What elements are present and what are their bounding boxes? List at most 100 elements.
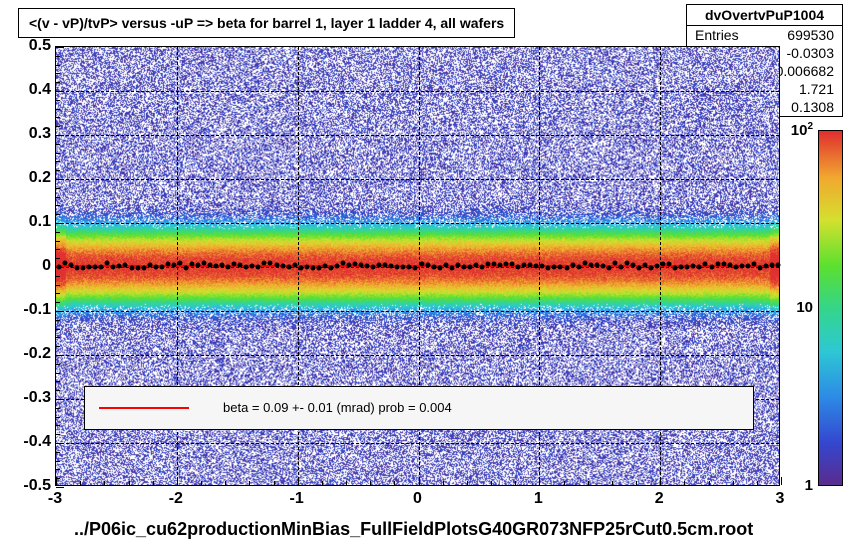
fit-legend: beta = 0.09 +- 0.01 (mrad) prob = 0.004 [84, 386, 754, 430]
y-tick-minor [56, 311, 60, 312]
plot-area: beta = 0.09 +- 0.01 (mrad) prob = 0.004 [55, 46, 780, 486]
x-tick-minor [225, 481, 226, 485]
y-tick-label: -0.5 [23, 477, 51, 495]
y-tick-minor [56, 144, 60, 145]
x-tick-minor [539, 481, 540, 485]
x-tick-minor [129, 481, 130, 485]
y-tick-minor [56, 153, 60, 154]
y-tick-minor [56, 100, 60, 101]
y-tick-minor [56, 56, 60, 57]
y-tick-label: -0.3 [23, 389, 51, 407]
x-tick-minor [636, 481, 637, 485]
y-tick-minor [56, 443, 60, 444]
y-tick-minor [56, 302, 60, 303]
gridline-h [56, 223, 779, 224]
y-tick-minor [56, 329, 60, 330]
stats-header: dvOvertvPuP1004 [687, 5, 842, 26]
y-tick-minor [56, 381, 60, 382]
source-file-path: ../P06ic_cu62productionMinBias_FullField… [74, 519, 753, 540]
y-tick-minor [56, 487, 60, 488]
stat-value: 1.721 [799, 81, 834, 97]
x-tick-minor [298, 481, 299, 485]
y-tick-minor [56, 126, 60, 127]
x-tick-minor [781, 481, 782, 485]
x-tick-minor [515, 481, 516, 485]
x-tick-label: 3 [776, 490, 785, 508]
legend-line-sample [99, 407, 189, 409]
x-tick-minor [177, 481, 178, 485]
stat-value: 0.1308 [791, 99, 834, 115]
y-tick-label: 0.3 [29, 125, 51, 143]
x-tick-minor [491, 481, 492, 485]
x-tick-minor [757, 481, 758, 485]
y-tick-minor [56, 417, 60, 418]
y-tick-label: -0.2 [23, 345, 51, 363]
fit-line [56, 265, 779, 267]
y-tick-minor [56, 249, 60, 250]
y-tick-minor [56, 232, 60, 233]
gridline-h [56, 179, 779, 180]
x-tick-minor [104, 481, 105, 485]
y-tick-minor [56, 241, 60, 242]
x-tick-label: 2 [655, 490, 664, 508]
x-tick-minor [370, 481, 371, 485]
y-tick-minor [56, 258, 60, 259]
y-tick-minor [56, 188, 60, 189]
stat-row: Entries 699530 [687, 26, 842, 44]
y-tick-minor [56, 82, 60, 83]
x-tick-label: -3 [48, 490, 62, 508]
colorbar-label: 102 [791, 121, 813, 139]
x-tick-minor [346, 481, 347, 485]
y-tick-minor [56, 434, 60, 435]
x-tick-minor [274, 481, 275, 485]
gridline-h [56, 355, 779, 356]
x-tick-minor [588, 481, 589, 485]
gridline-h [56, 135, 779, 136]
x-tick-minor [80, 481, 81, 485]
y-tick-minor [56, 390, 60, 391]
x-tick-minor [612, 481, 613, 485]
y-tick-minor [56, 346, 60, 347]
y-tick-minor [56, 179, 60, 180]
x-tick-minor [394, 481, 395, 485]
y-tick-minor [56, 425, 60, 426]
x-tick-minor [467, 481, 468, 485]
chart-title: <(v - vP)/tvP> versus -uP => beta for ba… [18, 8, 515, 38]
stat-value: -0.0303 [787, 45, 834, 61]
y-tick-minor [56, 461, 60, 462]
y-tick-minor [56, 408, 60, 409]
x-tick-minor [201, 481, 202, 485]
y-tick-minor [56, 214, 60, 215]
x-tick-label: 0 [413, 490, 422, 508]
y-tick-minor [56, 355, 60, 356]
y-tick-minor [56, 276, 60, 277]
y-tick-minor [56, 320, 60, 321]
y-tick-label: -0.1 [23, 301, 51, 319]
x-tick-minor [153, 481, 154, 485]
x-tick-minor [733, 481, 734, 485]
x-tick-minor [249, 481, 250, 485]
y-tick-minor [56, 267, 60, 268]
y-tick-minor [56, 73, 60, 74]
stat-label: Entries [695, 27, 739, 43]
y-tick-minor [56, 399, 60, 400]
gridline-h [56, 267, 779, 268]
legend-text: beta = 0.09 +- 0.01 (mrad) prob = 0.004 [223, 400, 452, 415]
x-tick-minor [419, 481, 420, 485]
y-tick-minor [56, 223, 60, 224]
x-tick-minor [564, 481, 565, 485]
y-tick-minor [56, 452, 60, 453]
x-tick-minor [56, 481, 57, 485]
y-tick-minor [56, 293, 60, 294]
y-tick-minor [56, 478, 60, 479]
stat-value: 699530 [787, 27, 834, 43]
y-tick-minor [56, 197, 60, 198]
colorbar-label: 10 [796, 299, 813, 316]
x-tick-label: -2 [169, 490, 183, 508]
x-tick-minor [684, 481, 685, 485]
y-tick-minor [56, 469, 60, 470]
y-tick-minor [56, 161, 60, 162]
y-tick-minor [56, 117, 60, 118]
x-tick-label: -1 [290, 490, 304, 508]
y-tick-label: -0.4 [23, 433, 51, 451]
